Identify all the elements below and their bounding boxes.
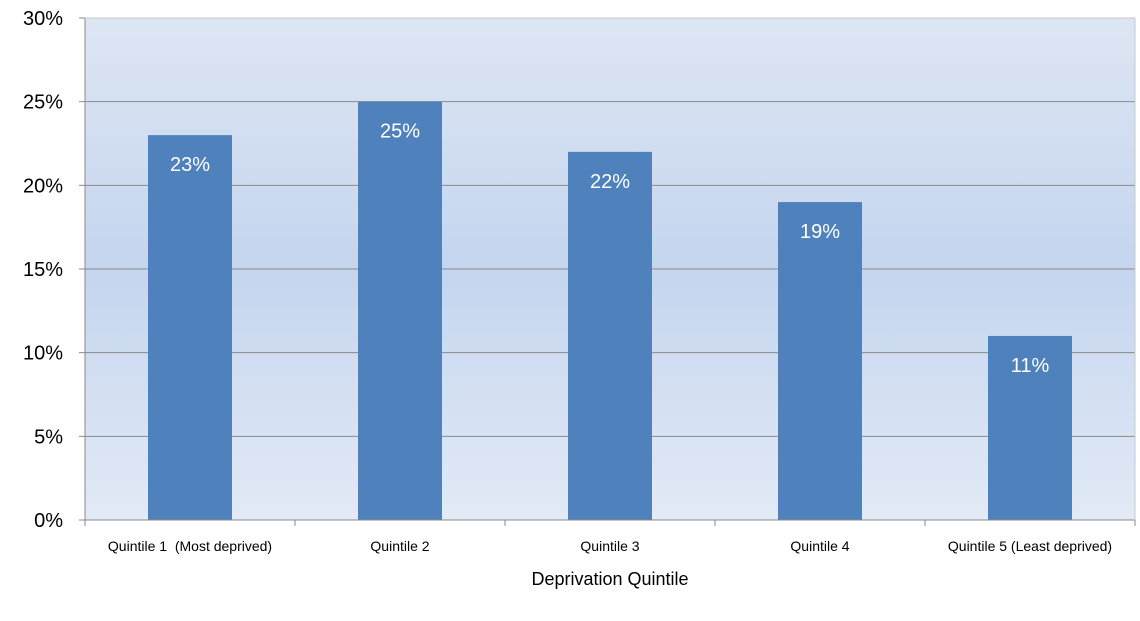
bar bbox=[358, 101, 442, 521]
data-label: 11% bbox=[1011, 355, 1050, 377]
x-axis-tick-labels: Quintile 1 (Most deprived) Quintile 2 Quin… bbox=[84, 520, 1136, 554]
x-tick-label: Quintile 3 bbox=[580, 538, 639, 554]
data-label: 22% bbox=[590, 171, 630, 193]
x-tick-label: Quintile 4 bbox=[790, 538, 849, 554]
bar bbox=[778, 202, 862, 521]
y-axis-tick-labels: 0% 5% 10% 15% 20% 25% 30% bbox=[23, 8, 85, 532]
bar bbox=[568, 151, 652, 520]
y-tick-label: 0% bbox=[34, 510, 63, 532]
data-label: 23% bbox=[170, 154, 210, 176]
y-tick-label: 30% bbox=[23, 8, 63, 30]
data-label: 25% bbox=[380, 121, 420, 143]
x-axis-title: Deprivation Quintile bbox=[531, 569, 688, 589]
x-tick-label: Quintile 5 (Least deprived) bbox=[948, 538, 1112, 554]
y-tick-label: 25% bbox=[23, 92, 63, 114]
x-tick-label: Quintile 1 (Most deprived) bbox=[108, 538, 272, 554]
y-tick-label: 10% bbox=[23, 343, 63, 365]
y-tick-label: 20% bbox=[23, 175, 63, 197]
data-labels: 23% 25% 22% 19% 11% bbox=[170, 121, 1050, 377]
bar bbox=[988, 335, 1072, 520]
y-tick-label: 15% bbox=[23, 259, 63, 281]
data-label: 19% bbox=[800, 221, 840, 243]
x-tick-label: Quintile 2 bbox=[370, 538, 429, 554]
bars bbox=[148, 101, 1072, 521]
y-tick-label: 5% bbox=[34, 426, 63, 448]
bar bbox=[148, 135, 232, 520]
